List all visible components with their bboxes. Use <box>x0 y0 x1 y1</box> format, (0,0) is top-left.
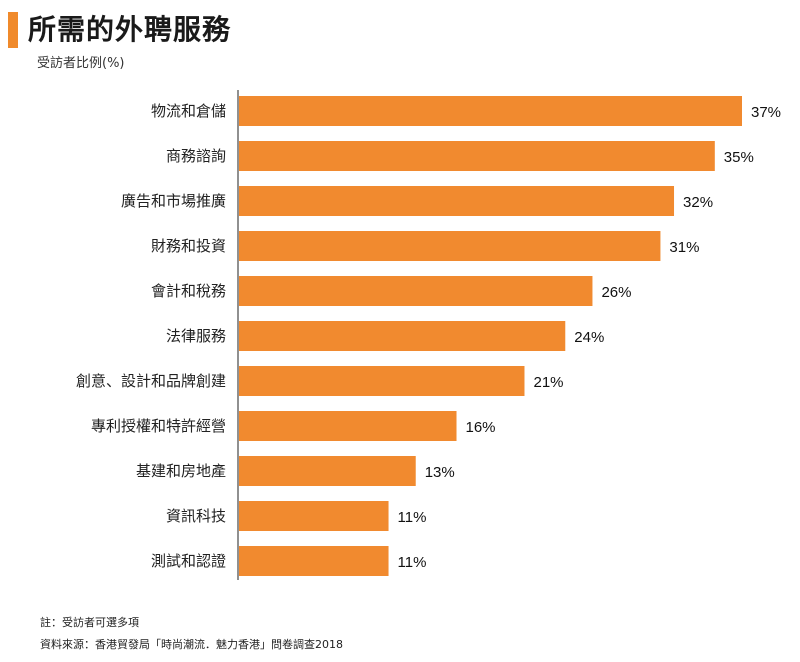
value-label: 26% <box>601 284 631 301</box>
bar <box>239 366 525 396</box>
footnote-multiple-choice: 註：受訪者可選多項 <box>40 616 139 629</box>
category-label: 財務和投資 <box>151 237 226 255</box>
category-label: 法律服務 <box>166 327 226 345</box>
value-label: 11% <box>398 509 427 526</box>
bar <box>239 141 715 171</box>
category-label: 物流和倉儲 <box>151 102 226 120</box>
category-label: 測試和認證 <box>151 552 226 570</box>
footnote-source: 資料來源：香港貿發局「時尚潮流．魅力香港」問卷調查2018 <box>40 638 343 651</box>
bar <box>239 546 389 576</box>
value-label: 11% <box>398 554 427 571</box>
bar <box>239 276 593 306</box>
chart-subtitle: 受訪者比例(%) <box>37 56 125 71</box>
category-label: 會計和稅務 <box>151 282 226 300</box>
chart-title: 所需的外聘服務 <box>28 13 232 46</box>
category-label: 創意、設計和品牌創建 <box>76 372 226 390</box>
value-label: 37% <box>751 104 781 121</box>
value-label: 13% <box>425 464 455 481</box>
category-label: 商務諮詢 <box>166 147 226 165</box>
value-label: 35% <box>724 149 754 166</box>
bar <box>239 456 416 486</box>
bar <box>239 411 457 441</box>
value-label: 31% <box>669 239 699 256</box>
category-label: 資訊科技 <box>166 507 226 525</box>
bar <box>239 501 389 531</box>
title-accent-bar <box>8 12 18 48</box>
bar <box>239 186 675 216</box>
category-label: 廣告和市場推廣 <box>121 192 226 210</box>
category-label: 專利授權和特許經營 <box>91 417 226 435</box>
value-label: 21% <box>533 374 563 391</box>
bar <box>239 231 661 261</box>
value-label: 16% <box>466 419 496 436</box>
value-label: 24% <box>574 329 604 346</box>
bar <box>239 96 742 126</box>
bar <box>239 321 566 351</box>
category-label: 基建和房地產 <box>136 462 226 480</box>
value-label: 32% <box>683 194 713 211</box>
